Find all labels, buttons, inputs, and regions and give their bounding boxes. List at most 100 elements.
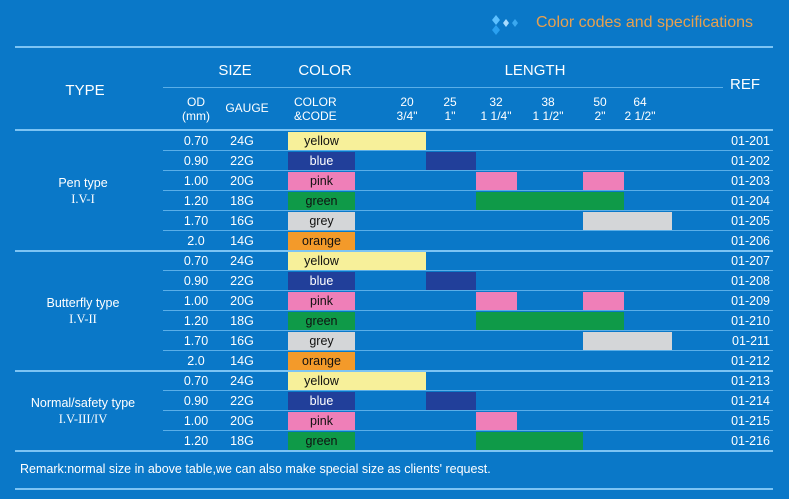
type-code: I.V-I [71,192,95,206]
gauge-value: 22G [230,274,254,288]
type-label: Normal/safety type I.V-III/IV [0,395,168,427]
length-availability-bar [583,332,624,350]
length-availability-bar [476,172,517,190]
color-swatch: green [288,312,355,330]
gauge-value: 18G [230,194,254,208]
header-ref: REF [730,76,760,93]
remark-text: Remark:normal size in above table,we can… [20,462,491,476]
length-mm: 38 [541,95,555,109]
ref-value: 01-210 [731,314,770,328]
length-availability-bar [426,272,476,290]
color-swatch: blue [288,392,355,410]
ref-value: 01-215 [731,414,770,428]
ref-value: 01-206 [731,234,770,248]
gauge-value: 24G [230,134,254,148]
ref-value: 01-216 [731,434,770,448]
type-name: Butterfly type [46,296,120,310]
length-availability-bar [517,312,583,330]
length-availability-bar [583,192,624,210]
top-divider [15,46,773,48]
color-swatch: pink [288,172,355,190]
color-swatch: yellow [288,132,355,150]
color-swatch: orange [288,232,355,250]
ref-value: 01-214 [731,394,770,408]
row-divider [163,190,773,191]
gauge-value: 16G [230,334,254,348]
bottom-divider [15,488,773,490]
row-divider [163,210,773,211]
row-divider [163,150,773,151]
od-value: 0.70 [183,134,209,148]
ref-value: 01-203 [731,174,770,188]
gauge-value: 18G [230,434,254,448]
length-inch: 3/4" [396,109,418,123]
row-divider [163,270,773,271]
gauge-value: 22G [230,154,254,168]
header-color-code-line1: COLOR [294,95,337,109]
gauge-value: 16G [230,214,254,228]
length-availability-bar [624,332,672,350]
ref-value: 01-202 [731,154,770,168]
header-type: TYPE [65,82,105,99]
length-inch: 1" [444,109,456,123]
length-availability-bar [355,132,426,150]
type-code: I.V-III/IV [58,412,108,426]
row-divider [163,170,773,171]
length-availability-bar [517,192,583,210]
header-length-column: 50 2" [575,95,625,123]
od-value: 1.70 [183,214,209,228]
color-swatch: blue [288,152,355,170]
length-inch: 1 1/4" [480,109,512,123]
row-divider [163,430,773,431]
length-inch: 2" [594,109,606,123]
od-value: 2.0 [187,354,205,368]
ref-value: 01-205 [731,214,770,228]
ref-value: 01-208 [731,274,770,288]
length-availability-bar [624,212,672,230]
ref-value: 01-209 [731,294,770,308]
header-bottom-divider [15,129,773,131]
color-swatch: blue [288,272,355,290]
header-color-code-line2: &CODE [294,109,337,123]
row-divider [163,350,773,351]
row-divider [15,450,773,452]
header-gauge: GAUGE [225,101,269,115]
od-value: 1.00 [183,294,209,308]
length-availability-bar [476,192,517,210]
color-swatch: green [288,432,355,450]
length-availability-bar [355,372,426,390]
length-availability-bar [583,312,624,330]
header-color-code: COLOR &CODE [294,95,354,123]
od-value: 1.00 [183,174,209,188]
gauge-value: 20G [230,174,254,188]
header-od: OD (mm) [176,95,216,123]
length-mm: 50 [593,95,607,109]
length-inch: 1 1/2" [532,109,564,123]
ref-value: 01-204 [731,194,770,208]
length-mm: 32 [489,95,503,109]
ref-value: 01-201 [731,134,770,148]
row-divider [163,230,773,231]
type-label: Butterfly type I.V-II [0,295,168,327]
gauge-value: 14G [230,234,254,248]
row-divider [15,370,773,372]
color-swatch: yellow [288,372,355,390]
diamond-logo-icon [490,14,522,36]
header-length-column: 20 3/4" [382,95,432,123]
length-availability-bar [476,312,517,330]
length-mm: 25 [443,95,457,109]
ref-value: 01-212 [731,354,770,368]
gauge-value: 20G [230,414,254,428]
type-label: Pen type I.V-I [0,175,168,207]
od-value: 0.90 [183,274,209,288]
ref-value: 01-207 [731,254,770,268]
header-subdivider [163,87,723,88]
length-availability-bar [476,432,517,450]
row-divider [163,410,773,411]
od-value: 1.20 [183,194,209,208]
color-swatch: grey [288,212,355,230]
length-availability-bar [583,212,624,230]
row-divider [163,310,773,311]
type-name: Pen type [58,176,108,190]
header-color: COLOR [298,62,352,79]
